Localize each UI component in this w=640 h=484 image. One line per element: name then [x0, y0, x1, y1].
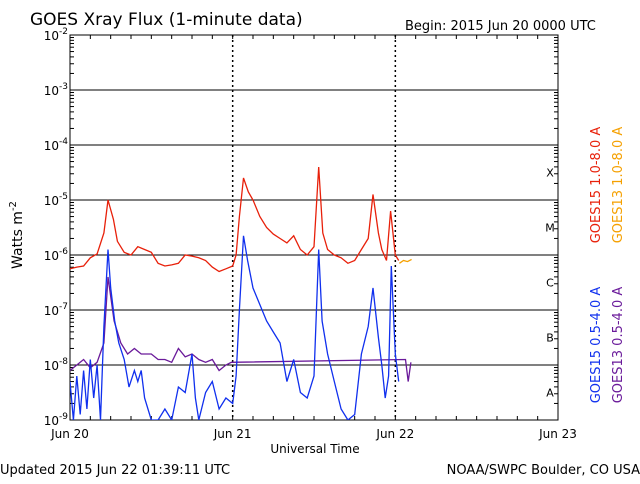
y-tick-exponent: -9: [59, 412, 68, 422]
y-tick-base: 10: [44, 249, 59, 263]
series-line: [70, 166, 400, 273]
y-axis-label: Watts m-2: [8, 201, 26, 269]
series-line: [399, 258, 412, 264]
y-tick-exponent: -8: [59, 357, 68, 367]
y-tick-base: 10: [44, 29, 59, 43]
y-tick-label: 10-6: [44, 247, 69, 263]
y-axis-label-group: Watts m-2: [8, 201, 26, 269]
y-tick-exponent: -4: [59, 137, 68, 147]
updated-timestamp: Updated 2015 Jun 22 01:39:11 UTC: [0, 463, 230, 478]
y-tick-label: 10-2: [44, 27, 68, 43]
y-tick-base: 10: [44, 139, 59, 153]
legend-entry: GOES15 1.0-8.0 A: [589, 127, 604, 244]
y-tick-label: 10-4: [44, 137, 69, 153]
y-tick-exponent: -3: [59, 82, 68, 92]
flare-class-label: C: [546, 277, 554, 290]
y-tick-base: 10: [44, 304, 59, 318]
flare-class-label: A: [546, 387, 554, 400]
flare-class-label: B: [546, 332, 554, 345]
y-tick-label: 10-9: [44, 412, 69, 428]
legend-entry: GOES15 0.5-4.0 A: [589, 287, 604, 404]
y-tick-exponent: -7: [59, 302, 68, 312]
series-line: [70, 235, 400, 420]
y-tick-base: 10: [44, 84, 59, 98]
chart-title: GOES Xray Flux (1-minute data): [30, 10, 303, 30]
begin-date-label: Begin: 2015 Jun 20 0000 UTC: [405, 19, 596, 34]
y-tick-base: 10: [44, 194, 59, 208]
y-tick-base: 10: [44, 414, 59, 428]
credit-label: NOAA/SWPC Boulder, CO USA: [447, 463, 640, 478]
flare-class-label: M: [545, 222, 555, 235]
series-line: [70, 276, 412, 382]
flare-class-label: X: [546, 167, 554, 180]
y-tick-base: 10: [44, 359, 59, 373]
y-tick-label: 10-3: [44, 82, 68, 98]
y-tick-label: 10-8: [44, 357, 69, 373]
x-tick-label: Jun 23: [538, 427, 577, 441]
x-tick-label: Jun 21: [213, 427, 252, 441]
y-tick-exponent: -6: [59, 247, 68, 257]
y-tick-label: 10-5: [44, 192, 68, 208]
x-axis-label: Universal Time: [270, 442, 359, 456]
y-tick-exponent: -2: [59, 27, 68, 37]
y-axis-label-text: Watts m: [10, 211, 26, 269]
x-tick-label: Jun 20: [50, 427, 89, 441]
y-axis-label-exponent: -2: [8, 201, 19, 211]
y-tick-label: 10-7: [44, 302, 68, 318]
plot-area: [69, 34, 559, 421]
x-tick-label: Jun 22: [375, 427, 414, 441]
legend-entry: GOES13 0.5-4.0 A: [611, 287, 626, 404]
y-tick-exponent: -5: [59, 192, 68, 202]
legend-entry: GOES13 1.0-8.0 A: [611, 127, 626, 244]
